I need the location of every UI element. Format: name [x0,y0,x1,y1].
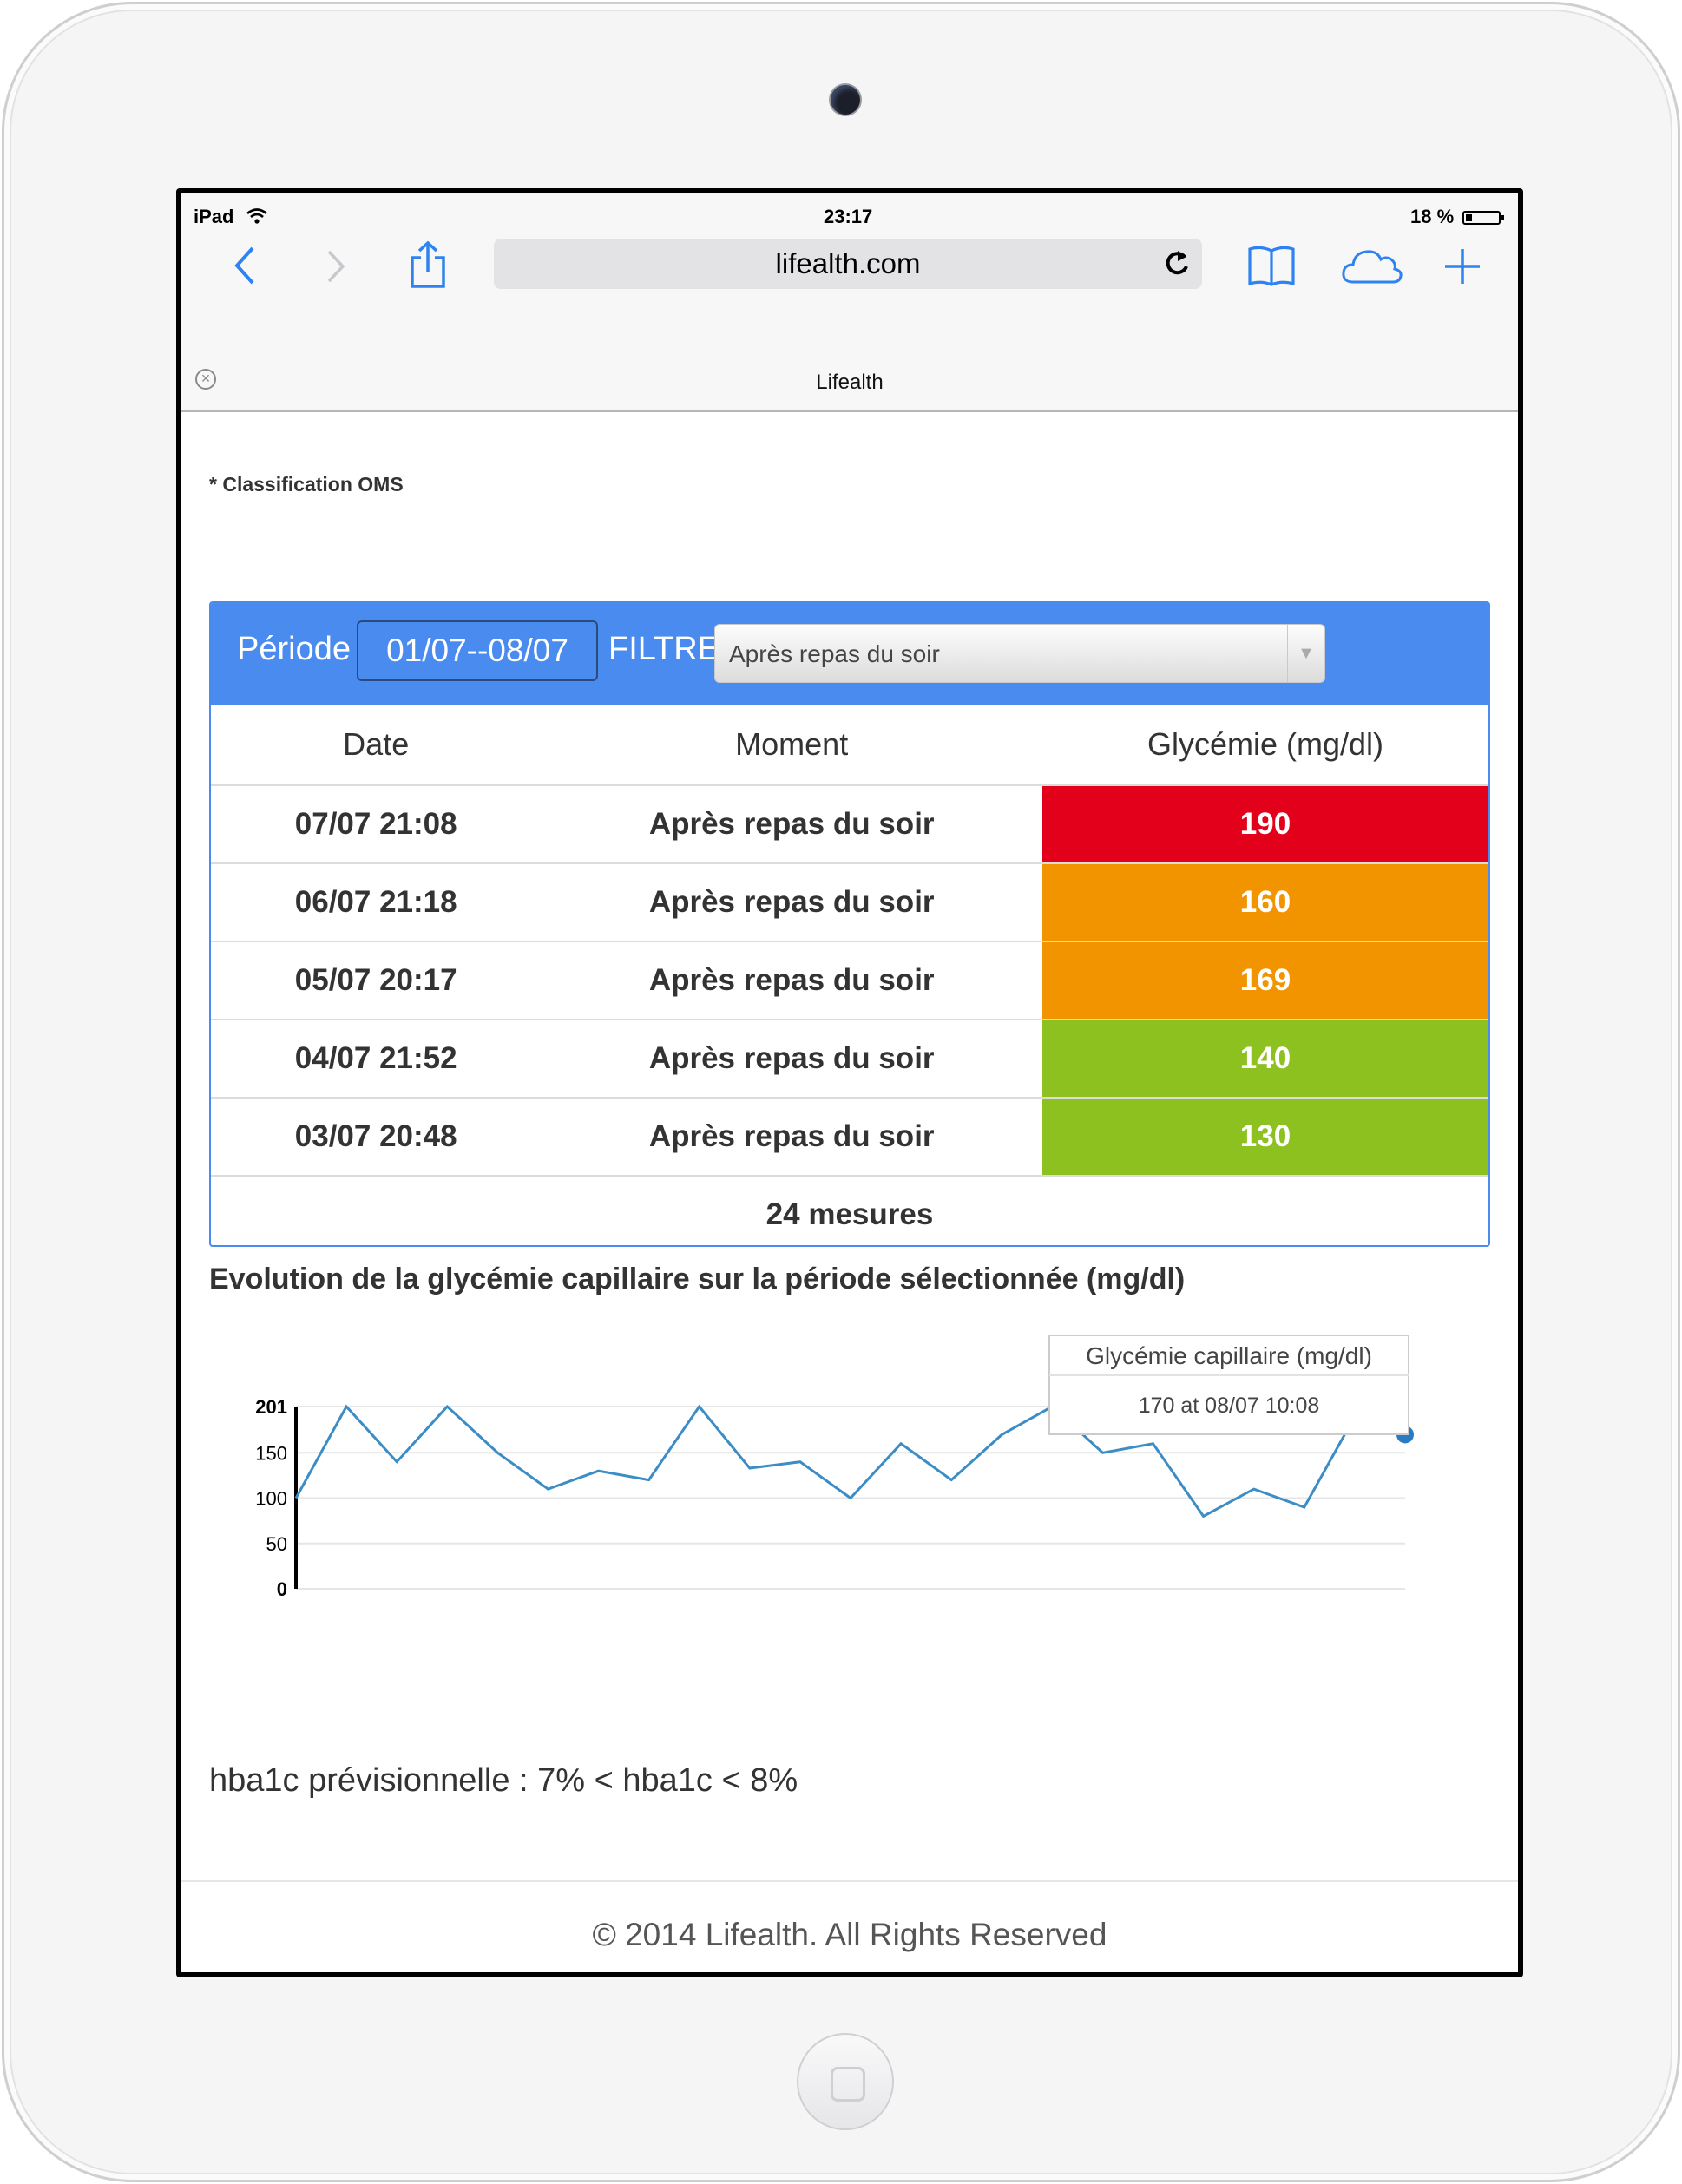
header-date: Date [211,705,542,786]
measurement-count: 24 mesures [765,1197,934,1231]
header-moment: Moment [541,705,1042,786]
table-row: 06/07 21:18 Après repas du soir 160 [211,863,1488,942]
filter-bar: Période 01/07--08/07 FILTRE Après repas … [211,603,1488,705]
cell-date: 06/07 21:18 [211,863,542,942]
table-row: 04/07 21:52 Après repas du soir 140 [211,1020,1488,1099]
tab-title[interactable]: Lifealth [816,371,884,394]
reload-icon[interactable] [1162,249,1192,279]
chevron-down-icon: ▼ [1287,625,1324,682]
cell-moment: Après repas du soir [541,941,1042,1020]
y-tick-label: 201 [255,1396,287,1418]
cell-date: 03/07 20:48 [211,1098,542,1177]
cell-moment: Après repas du soir [541,1020,1042,1099]
measurements-table: Date Moment Glycémie (mg/dl) 07/07 21:08… [211,705,1488,1245]
tooltip-title: Glycémie capillaire (mg/dl) [1086,1342,1372,1369]
home-button[interactable] [797,2033,894,2130]
glycemia-line-chart: 0 50 100 150 201 Glycémie capillaire (mg/dl)… [255,1335,1414,1600]
tooltip-text: 170 at 08/07 10:08 [1139,1394,1320,1418]
periode-input[interactable]: 01/07--08/07 [357,620,598,681]
cell-glycemie: 130 [1041,1098,1488,1177]
cell-date: 05/07 20:17 [211,941,542,1020]
cell-glycemie: 169 [1041,941,1488,1020]
new-tab-icon[interactable] [1443,247,1482,285]
cell-date: 07/07 21:08 [211,784,542,864]
status-device: iPad [194,206,234,227]
y-tick-label: 100 [255,1488,287,1510]
chart-title: Evolution de la glycémie capillaire sur … [209,1263,1186,1295]
filtre-select[interactable]: Après repas du soir ▼ [714,624,1325,683]
screen: iPad 23:17 18 % [176,188,1523,1977]
cell-glycemie: 190 [1041,784,1488,864]
measurements-panel: Période 01/07--08/07 FILTRE Après repas … [209,601,1490,1247]
screen-content: iPad 23:17 18 % [181,193,1518,1972]
tooltip-box [1048,1335,1409,1435]
y-tick-label: 150 [255,1442,287,1464]
hba1c-estimate: hba1c prévisionnelle : 7% < hba1c < 8% [209,1762,798,1799]
cell-date: 04/07 21:52 [211,1020,542,1099]
cell-moment: Après repas du soir [541,863,1042,942]
y-tick-label: 0 [277,1578,287,1600]
footer-copyright: © 2014 Lifealth. All Rights Reserved [592,1917,1107,1952]
table-row: 07/07 21:08 Après repas du soir 190 [211,784,1488,864]
battery-icon [1462,211,1504,225]
table-row: 03/07 20:48 Après repas du soir 130 [211,1098,1488,1177]
battery-level-fill [1466,214,1472,221]
share-icon[interactable] [409,240,447,289]
bookmarks-icon[interactable] [1247,244,1296,287]
filtre-label: FILTRE [608,631,720,667]
periode-label: Période [237,631,351,667]
chart-tooltip: Glycémie capillaire (mg/dl) 170 at 08/07… [1048,1335,1409,1435]
chart-y-axis: 0 50 100 150 201 [255,1396,287,1600]
cell-glycemie: 160 [1041,863,1488,942]
y-tick-label: 50 [266,1533,287,1555]
filtre-selected-value: Après repas du soir [729,640,940,667]
browser-chrome: iPad 23:17 18 % [181,193,1518,412]
table-row: 05/07 20:17 Après repas du soir 169 [211,941,1488,1020]
series-line [294,1404,1406,1518]
footer-divider [181,1880,1518,1882]
wifi-icon [246,208,267,224]
address-bar[interactable]: lifealth.com [494,239,1202,289]
table-total-row: 24 mesures [211,1176,1488,1245]
classification-note: * Classification OMS [209,473,404,495]
header-glycemie: Glycémie (mg/dl) [1041,705,1488,786]
back-icon[interactable] [232,246,258,285]
table-header-row: Date Moment Glycémie (mg/dl) [211,705,1488,786]
status-battery: 18 % [1410,206,1455,227]
url-text: lifealth.com [775,247,921,279]
cell-moment: Après repas du soir [541,1098,1042,1177]
close-tab-icon[interactable]: × [195,369,216,390]
status-time: 23:17 [824,206,873,227]
front-camera [831,85,860,115]
cell-glycemie: 140 [1041,1020,1488,1099]
forward-icon[interactable] [325,249,348,284]
cloud-tabs-icon[interactable] [1341,247,1403,285]
cell-moment: Après repas du soir [541,784,1042,864]
